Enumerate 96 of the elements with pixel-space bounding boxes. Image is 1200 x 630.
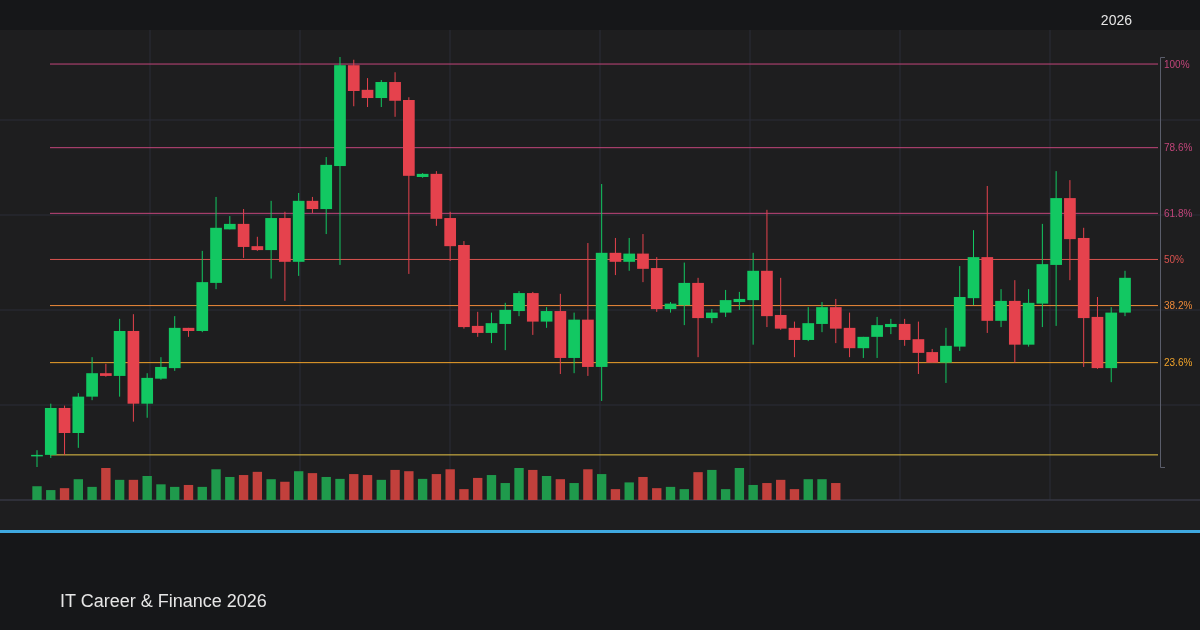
candlestick xyxy=(802,306,815,342)
bar xyxy=(514,468,524,500)
candlestick xyxy=(485,312,498,344)
bar xyxy=(638,476,648,500)
bar xyxy=(583,469,593,500)
bar xyxy=(500,483,510,500)
y-tick-label: 61.8% xyxy=(1164,208,1193,220)
candlestick xyxy=(885,318,897,335)
bar xyxy=(734,468,745,500)
bar xyxy=(73,479,83,500)
bar xyxy=(252,471,263,500)
bar xyxy=(280,481,290,500)
bar xyxy=(390,469,400,500)
bar xyxy=(569,483,579,500)
text: IT Career & Finance 2026 xyxy=(60,591,267,611)
bar xyxy=(652,488,662,500)
bar xyxy=(720,489,731,500)
bar xyxy=(225,476,235,500)
candlestick xyxy=(86,356,98,401)
bar xyxy=(665,486,676,500)
bar xyxy=(321,476,331,500)
candlestick xyxy=(843,312,856,358)
candlestick xyxy=(829,298,842,344)
candlestick xyxy=(898,318,911,347)
candlestick xyxy=(678,262,691,326)
candlestick xyxy=(361,77,374,108)
bar xyxy=(417,478,428,500)
bar xyxy=(114,479,125,500)
bar xyxy=(59,488,70,500)
bar xyxy=(431,474,442,500)
bar xyxy=(789,489,800,500)
candlestick xyxy=(912,321,925,375)
candlestick xyxy=(816,301,828,333)
candlestick xyxy=(155,356,167,381)
bar xyxy=(156,484,166,500)
bar xyxy=(293,471,304,500)
bar xyxy=(307,473,318,500)
candlestick xyxy=(940,327,952,384)
bar xyxy=(46,490,56,500)
bar xyxy=(211,469,221,500)
bar xyxy=(445,469,455,500)
bar xyxy=(486,475,497,500)
bar xyxy=(362,475,373,500)
bar xyxy=(183,484,194,500)
y-tick-label: 78.6% xyxy=(1164,142,1193,154)
bar xyxy=(335,478,345,500)
candlestick xyxy=(237,208,250,259)
bar xyxy=(528,469,538,500)
bar xyxy=(459,489,469,500)
bar xyxy=(624,482,634,500)
bar xyxy=(473,477,483,500)
bar xyxy=(748,484,758,500)
bar xyxy=(596,474,607,500)
candlestick xyxy=(774,277,787,331)
bar xyxy=(693,472,703,500)
candlestick xyxy=(389,71,401,118)
candlestick xyxy=(719,289,732,318)
candlestick xyxy=(499,302,512,351)
bar xyxy=(170,486,180,500)
candlestick xyxy=(871,316,883,359)
bar xyxy=(555,479,566,500)
bar xyxy=(101,468,111,500)
bar xyxy=(762,483,772,500)
candlestick xyxy=(513,290,525,317)
bar xyxy=(803,479,813,500)
bar xyxy=(32,486,42,500)
bar xyxy=(776,479,786,500)
bar xyxy=(349,474,359,500)
bar xyxy=(707,469,717,500)
bar xyxy=(376,479,386,500)
bar xyxy=(197,486,207,500)
bar xyxy=(128,479,139,500)
bar xyxy=(610,489,621,500)
bar xyxy=(87,486,97,500)
candlestick xyxy=(540,306,553,329)
bar xyxy=(831,483,841,500)
bar xyxy=(679,489,689,500)
candlestick xyxy=(995,288,1007,328)
y-tick-label: 23.6% xyxy=(1164,357,1193,369)
bar xyxy=(266,479,276,500)
candlestick xyxy=(100,363,112,378)
candlestick xyxy=(375,79,388,108)
y-tick-label: 50% xyxy=(1164,254,1185,266)
candlestick xyxy=(623,237,636,272)
bar xyxy=(404,471,414,500)
candlestick xyxy=(471,311,484,338)
y-tick-label: 38.2% xyxy=(1164,300,1193,312)
bar xyxy=(238,475,249,500)
candlestick xyxy=(637,233,649,283)
y-tick-label: 100% xyxy=(1164,58,1190,70)
bar xyxy=(817,479,827,500)
text: 2026 xyxy=(1100,12,1133,28)
candlestick xyxy=(609,237,622,276)
bar xyxy=(541,476,552,500)
candlestick xyxy=(788,321,801,358)
bar xyxy=(142,476,152,500)
